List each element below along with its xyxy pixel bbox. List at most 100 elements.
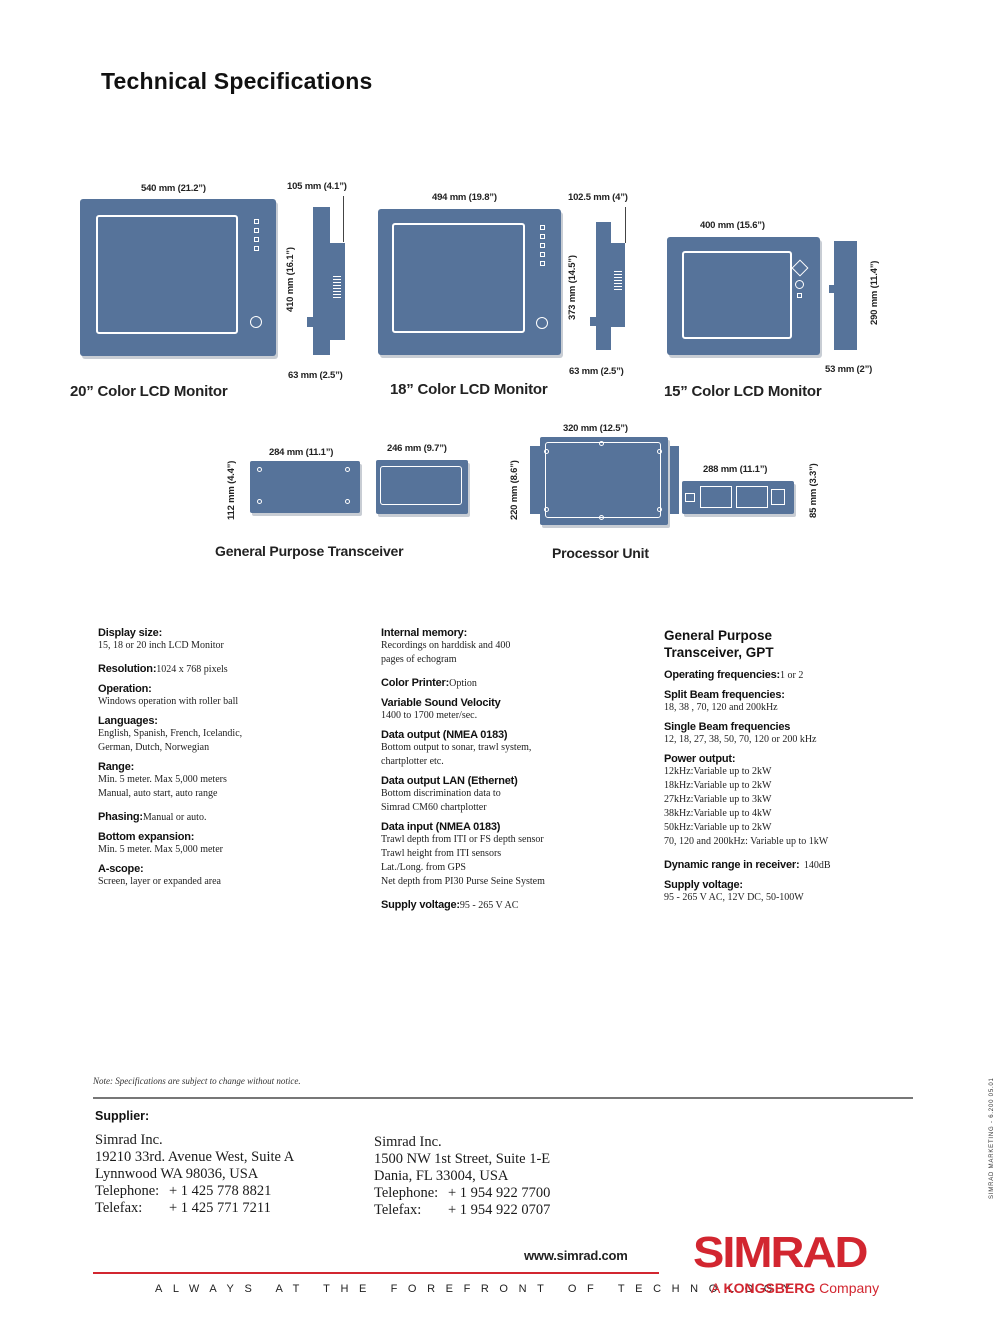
connector-panel: [736, 486, 768, 508]
spec-power-output: Power output: 12kHz:Variable up to 2kW 1…: [664, 753, 829, 847]
monitor18-button: [540, 234, 545, 239]
processor-side-height-label: 85 mm (3.3”): [808, 463, 819, 518]
monitor18-screen: [392, 223, 525, 333]
monitor20-screen: [96, 215, 238, 334]
screw-icon: [657, 449, 662, 454]
transceiver-caption: General Purpose Transceiver: [215, 543, 404, 559]
screw-icon: [345, 499, 350, 504]
monitor18-knob: [536, 317, 548, 329]
monitor20-button: [254, 219, 259, 224]
monitor20-width-label: 540 mm (21.2”): [141, 183, 206, 194]
screw-icon: [599, 515, 604, 520]
transceiver-side: [376, 460, 468, 514]
kongsberg-line: A KONGSBERG Company: [711, 1280, 880, 1296]
monitor20-vent: [333, 276, 341, 298]
monitor20-bracket: [307, 317, 313, 327]
transceiver-width-label: 284 mm (11.1”): [269, 447, 334, 458]
monitor20-height-label: 410 mm (16.1”): [285, 247, 296, 312]
monitor18-depth-label: 102.5 mm (4”): [568, 192, 628, 203]
monitor20-side-back: [330, 243, 345, 340]
screw-icon: [257, 467, 262, 472]
monitor18-side-back: [611, 243, 625, 327]
address-dania: Simrad Inc. 1500 NW 1st Street, Suite 1-…: [374, 1134, 551, 1218]
footer-divider: [93, 1097, 913, 1099]
spec-single-beam: Single Beam frequencies 12, 18, 27, 38, …: [664, 721, 817, 745]
monitor18-width-label: 494 mm (19.8”): [432, 192, 497, 203]
telefax-row: Telefax: + 1 425 771 7211: [95, 1200, 271, 1216]
gpt-heading: General Purpose Transceiver, GPT: [664, 628, 774, 660]
address-lynnwood: Simrad Inc. 19210 33rd. Avenue West, Sui…: [95, 1132, 295, 1216]
monitor20-button: [254, 246, 259, 251]
connector-panel: [700, 486, 732, 508]
simrad-logo: SIMRAD: [693, 1227, 868, 1276]
spec-languages: Languages: English, Spanish, French, Ice…: [98, 715, 243, 753]
telephone-row: Telephone: + 1 954 922 7700: [374, 1185, 551, 1201]
monitor18-base-label: 63 mm (2.5”): [569, 366, 624, 377]
monitor18-button: [540, 243, 545, 248]
screw-icon: [599, 441, 604, 446]
spec-a-scope: A-scope: Screen, layer or expanded area: [98, 863, 221, 887]
spec-split-beam: Split Beam frequencies: 18, 38 , 70, 120…: [664, 689, 785, 713]
monitor15-depth-label: 53 mm (2”): [825, 364, 873, 375]
red-divider: [93, 1272, 659, 1274]
monitor18-button: [540, 261, 545, 266]
spec-sound-velocity: Variable Sound Velocity 1400 to 1700 met…: [381, 697, 501, 721]
screw-icon: [544, 507, 549, 512]
monitor15-screen: [682, 251, 792, 339]
disclaimer-note: Note: Specifications are subject to chan…: [93, 1076, 301, 1086]
monitor15-side: [834, 241, 857, 350]
website-link[interactable]: www.simrad.com: [524, 1248, 628, 1263]
spec-phasing: Phasing:Manual or auto.: [98, 811, 207, 823]
spec-display-size: Display size: 15, 18 or 20 inch LCD Moni…: [98, 627, 224, 651]
connector-panel: [771, 489, 785, 505]
screw-icon: [544, 449, 549, 454]
processor-caption: Processor Unit: [552, 545, 649, 561]
transceiver-height-label: 112 mm (4.4”): [226, 460, 237, 520]
page-title: Technical Specifications: [101, 68, 373, 94]
spec-column-3: General Purpose Transceiver, GPT Operati…: [664, 627, 914, 911]
spec-nmea-input: Data input (NMEA 0183) Trawl depth from …: [381, 821, 545, 887]
spec-lan-output: Data output LAN (Ethernet) Bottom discri…: [381, 775, 518, 813]
power-switch-icon: [685, 493, 695, 502]
processor-top-outline: [545, 442, 661, 518]
processor-top: [540, 437, 668, 525]
screw-icon: [345, 467, 350, 472]
spec-internal-memory: Internal memory: Recordings on harddisk …: [381, 627, 511, 665]
monitor20-side: [313, 207, 330, 355]
monitor20-knob: [250, 316, 262, 328]
monitor15-knob: [795, 280, 804, 289]
monitor18-caption: 18” Color LCD Monitor: [390, 381, 548, 398]
transceiver-depth-label: 246 mm (9.7”): [387, 443, 447, 454]
processor-width-label: 320 mm (12.5”): [563, 423, 628, 434]
supplier-label: Supplier:: [95, 1109, 150, 1123]
screw-icon: [257, 499, 262, 504]
monitor20-button: [254, 228, 259, 233]
telefax-row: Telefax: + 1 954 922 0707: [374, 1202, 551, 1218]
monitor15-bracket: [829, 285, 834, 293]
monitor15-height-label: 290 mm (11.4”): [869, 260, 880, 325]
screw-icon: [657, 507, 662, 512]
telephone-row: Telephone: + 1 425 778 8821: [95, 1183, 272, 1199]
monitor18-bracket: [590, 317, 596, 326]
monitor20-caption: 20” Color LCD Monitor: [70, 383, 228, 400]
monitor15-front: [667, 237, 820, 355]
spec-resolution: Resolution:1024 x 768 pixels: [98, 663, 228, 675]
transceiver-front: [250, 461, 360, 513]
spec-column-1: Display size: 15, 18 or 20 inch LCD Moni…: [98, 627, 358, 895]
spec-column-2: Internal memory: Recordings on harddisk …: [381, 627, 641, 919]
processor-height-label: 220 mm (8.6”): [509, 460, 520, 520]
spec-dynamic-range: Dynamic range in receiver: 140dB: [664, 859, 831, 871]
spec-gpt-supply-voltage: Supply voltage: 95 - 265 V AC, 12V DC, 5…: [664, 879, 804, 903]
transceiver-side-panel: [380, 466, 462, 505]
spec-operating-frequencies: Operating frequencies:1 or 2: [664, 669, 804, 681]
monitor18-height-label: 373 mm (14.5”): [567, 255, 578, 320]
monitor18-side: [596, 222, 611, 350]
processor-side: [682, 481, 794, 514]
print-code: SIMRAD MARKETING - 6.200 05.01: [989, 1077, 995, 1199]
monitor20-front: [80, 199, 276, 356]
processor-side-width-label: 288 mm (11.1”): [703, 464, 768, 475]
spec-bottom-expansion: Bottom expansion: Min. 5 meter. Max 5,00…: [98, 831, 223, 855]
monitor15-caption: 15” Color LCD Monitor: [664, 383, 822, 400]
monitor18-front: [378, 209, 561, 355]
spec-supply-voltage: Supply voltage:95 - 265 V AC: [381, 899, 519, 911]
